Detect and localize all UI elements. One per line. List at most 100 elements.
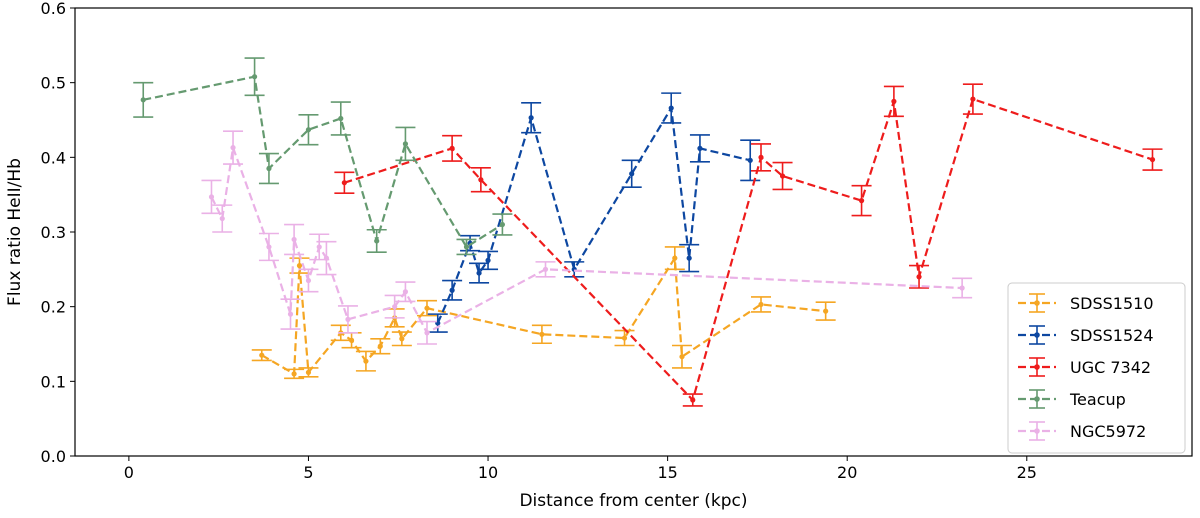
- data-point: [970, 96, 976, 102]
- data-point: [621, 335, 628, 341]
- data-point: [672, 255, 678, 261]
- data-point: [747, 157, 753, 163]
- series-line: [436, 104, 751, 324]
- data-point: [230, 145, 236, 151]
- data-point: [287, 311, 294, 317]
- x-tick-label: 25: [1017, 463, 1037, 482]
- y-tick-label: 0.5: [41, 74, 66, 93]
- x-tick-label: 10: [478, 463, 498, 482]
- legend-label: Teacup: [1069, 390, 1126, 409]
- data-point: [296, 263, 303, 269]
- legend-item: Teacup: [1018, 389, 1126, 409]
- data-point: [679, 354, 685, 360]
- data-point: [478, 177, 484, 183]
- data-point: [668, 105, 674, 111]
- plot-area: [133, 57, 1163, 407]
- data-point: [823, 308, 829, 314]
- y-tick-label: 0.1: [41, 372, 66, 391]
- data-point: [485, 257, 491, 263]
- data-point: [539, 331, 545, 337]
- x-axis-label: Distance from center (kpc): [519, 491, 747, 511]
- legend-label: SDSS1510: [1070, 294, 1154, 313]
- series-ngc5972: [201, 130, 973, 345]
- data-point: [424, 305, 430, 311]
- data-point: [140, 97, 146, 103]
- series-line: [261, 254, 826, 376]
- legend-label: SDSS1524: [1070, 326, 1154, 345]
- legend-item: SDSS1524: [1018, 325, 1154, 345]
- data-point: [629, 171, 635, 177]
- data-point: [374, 238, 380, 244]
- legend-item: SDSS1510: [1018, 293, 1154, 313]
- data-point: [528, 115, 534, 121]
- data-point: [686, 255, 692, 261]
- data-point: [779, 173, 786, 179]
- data-point: [758, 301, 764, 308]
- data-point: [348, 337, 355, 343]
- data-point: [424, 330, 430, 336]
- legend-marker: [1034, 300, 1040, 306]
- data-point: [363, 358, 369, 364]
- legend-box: [1007, 282, 1186, 454]
- y-tick-label: 0.6: [41, 0, 66, 18]
- data-point: [392, 304, 398, 310]
- data-point: [758, 154, 764, 160]
- data-point: [305, 127, 312, 133]
- data-point: [251, 74, 258, 80]
- data-point: [402, 141, 409, 147]
- legend-label: NGC5972: [1070, 422, 1146, 441]
- legend-marker: [1034, 364, 1040, 370]
- series-line: [344, 97, 1153, 403]
- x-tick-label: 5: [303, 463, 313, 482]
- y-axis-label: Flux ratio HeII/Hb: [5, 158, 25, 306]
- data-point: [542, 266, 549, 272]
- data-point: [305, 277, 312, 284]
- data-point: [208, 194, 215, 200]
- legend: SDSS1510 SDSS1524 UGC 7342 Teacup NGC5972: [1007, 282, 1186, 454]
- legend-label: UGC 7342: [1070, 358, 1151, 377]
- data-point: [219, 215, 225, 222]
- data-point: [305, 369, 312, 375]
- y-tick-label: 0.4: [41, 148, 66, 167]
- data-point: [291, 371, 297, 377]
- series-teacup: [133, 57, 513, 256]
- legend-item: UGC 7342: [1018, 357, 1151, 377]
- data-point: [338, 115, 344, 122]
- axes: 0 5 10 15 20 25 0.0 0.1 0.2 0.3 0.4 0.5 0.6: [41, 0, 1193, 482]
- x-tick-label: 20: [837, 463, 857, 482]
- series-line: [210, 147, 963, 335]
- data-point: [291, 236, 297, 243]
- data-point: [345, 316, 351, 322]
- series-ugc-7342: [334, 83, 1163, 407]
- data-point: [697, 145, 703, 151]
- series-line: [143, 75, 503, 249]
- y-tick-label: 0.0: [41, 447, 66, 466]
- series-sdss1524: [427, 92, 761, 333]
- y-tick-label: 0.2: [41, 298, 66, 317]
- x-tick-label: 0: [124, 463, 134, 482]
- data-point: [476, 270, 482, 276]
- series-sdss1510: [251, 246, 836, 380]
- data-point: [858, 198, 865, 204]
- data-point: [323, 255, 330, 261]
- data-point: [690, 397, 696, 403]
- data-point: [499, 221, 506, 228]
- x-tick-label: 15: [657, 463, 677, 482]
- legend-marker: [1034, 428, 1040, 434]
- y-tick-label: 0.3: [41, 223, 66, 242]
- data-point: [259, 352, 265, 358]
- data-point: [959, 285, 965, 291]
- data-point: [341, 180, 347, 186]
- data-point: [891, 98, 897, 104]
- data-point: [266, 165, 272, 172]
- data-point: [402, 289, 409, 295]
- data-point: [316, 244, 322, 250]
- data-point: [266, 244, 272, 250]
- data-point: [1149, 156, 1156, 163]
- data-point: [463, 244, 470, 250]
- legend-marker: [1034, 332, 1040, 338]
- data-point: [449, 287, 455, 293]
- data-point: [377, 343, 383, 349]
- legend-marker: [1034, 396, 1040, 402]
